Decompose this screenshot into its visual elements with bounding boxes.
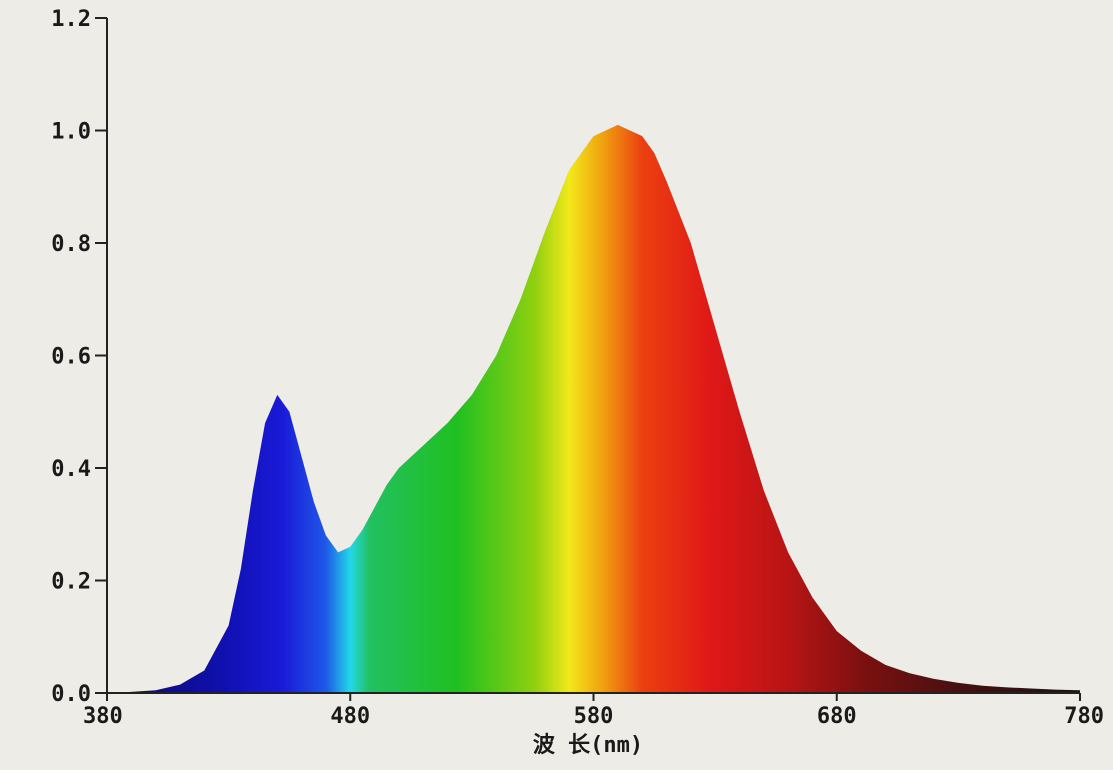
y-tick-label: 1.0	[51, 120, 91, 145]
spectrum-area	[107, 124, 1080, 693]
y-tick-label: 0.4	[51, 457, 91, 482]
y-tick-label: 0.2	[51, 570, 91, 595]
y-tick-label: 0.6	[51, 345, 91, 370]
y-tick-label: 0.8	[51, 232, 91, 257]
y-tick-label: 0.0	[51, 682, 91, 707]
x-tick-label: 780	[1064, 704, 1104, 729]
x-tick-label: 380	[83, 704, 123, 729]
x-tick-label: 480	[330, 704, 370, 729]
spectrum-area-group	[107, 124, 1080, 693]
y-axis-ticks: 0.0 0.2 0.4 0.6 0.8 1.0 1.2	[51, 7, 107, 707]
x-tick-label: 580	[574, 704, 614, 729]
x-axis-ticks: 380 480 580 680 780	[83, 693, 1104, 729]
x-tick-label: 680	[817, 704, 857, 729]
x-axis-title: 波 长(nm)	[533, 733, 643, 758]
y-tick-label: 1.2	[51, 7, 91, 32]
